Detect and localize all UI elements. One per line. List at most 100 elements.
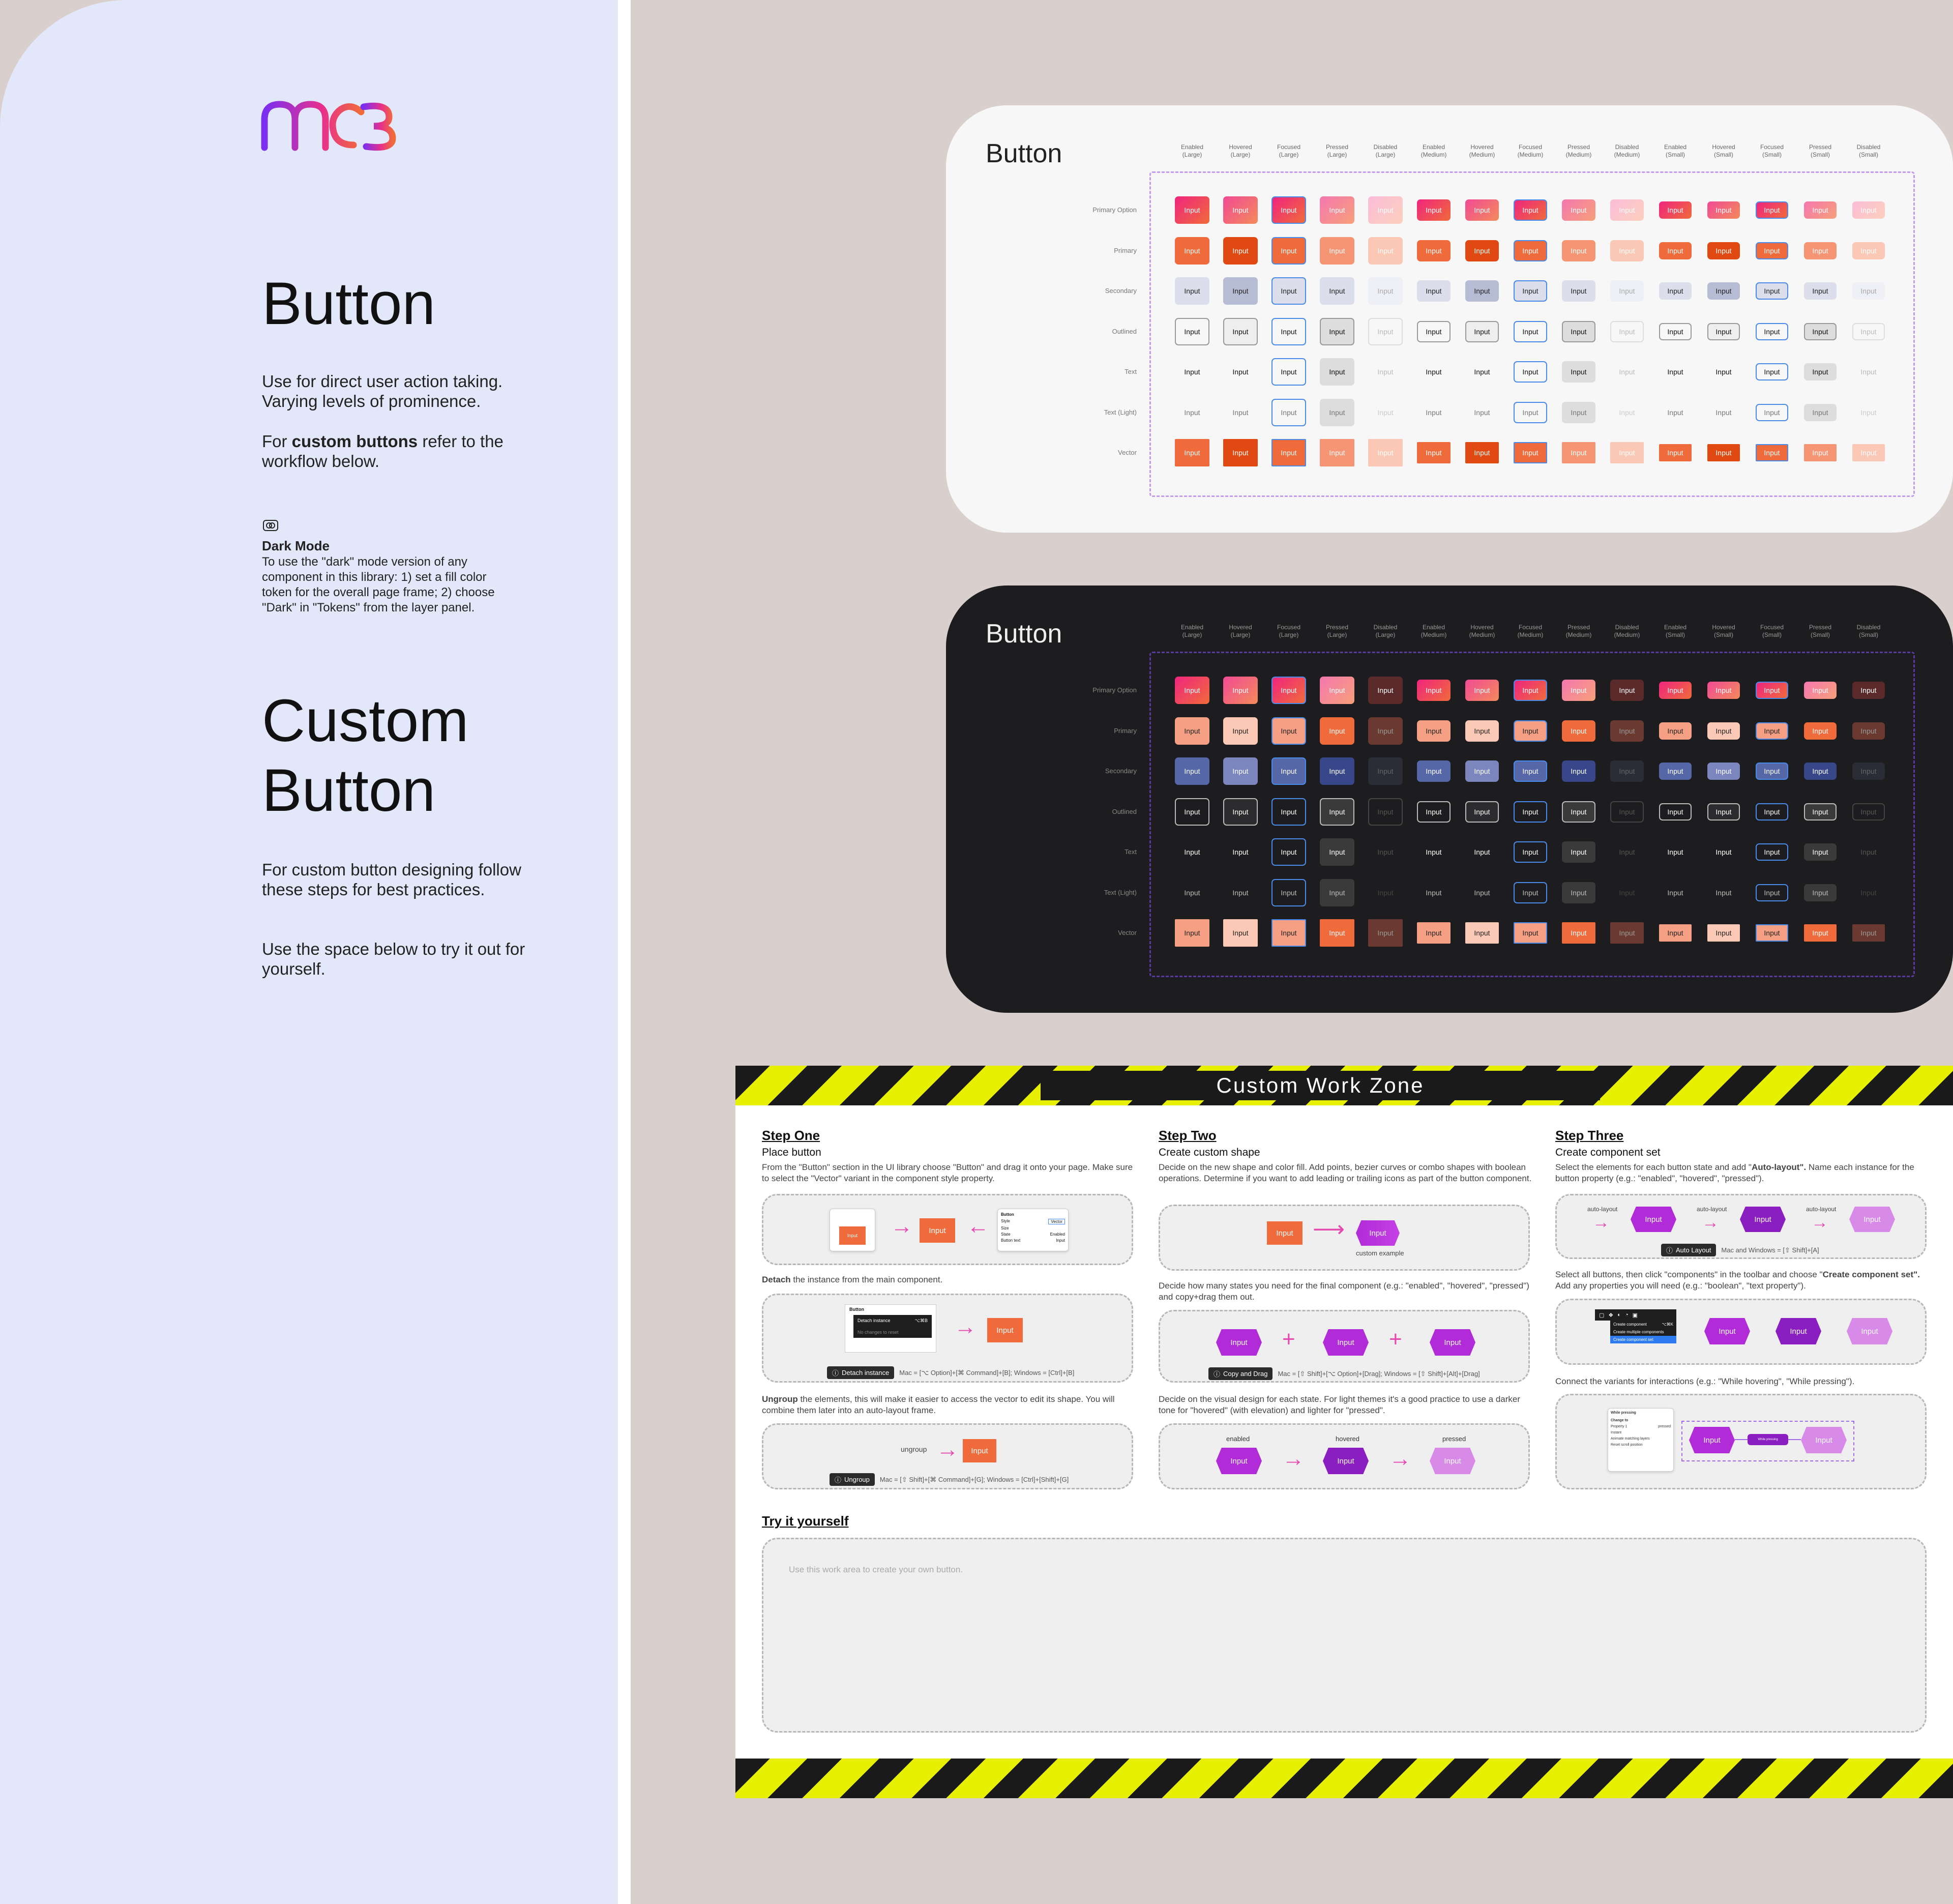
variant-button[interactable]: Input [1514,801,1547,823]
variant-button[interactable]: Input [1852,682,1885,699]
variant-button[interactable]: Input [1320,677,1354,704]
variant-button[interactable]: Input [1562,882,1595,903]
variant-button[interactable]: Input [1377,408,1394,417]
variant-button[interactable]: Input [1659,763,1692,780]
variant-button[interactable]: Input [1368,919,1403,947]
variant-button[interactable]: Input [1320,317,1354,345]
variant-button[interactable]: Input [1223,277,1258,305]
variant-button[interactable]: Input [1223,919,1258,947]
variant-button[interactable]: Input [1610,760,1644,782]
variant-button[interactable]: Input [1514,199,1547,221]
variant-button[interactable]: Input [1562,680,1595,701]
variant-button[interactable]: Input [1271,677,1306,704]
variant-button[interactable]: Input [1368,317,1403,345]
variant-button[interactable]: Input [1514,280,1547,302]
variant-button[interactable]: Input [1804,403,1837,421]
variant-button[interactable]: Input [1320,717,1354,745]
variant-button[interactable]: Input [1175,237,1209,265]
variant-button[interactable]: Input [1320,757,1354,785]
variant-button[interactable]: Input [1860,848,1877,856]
variant-button[interactable]: Input [1804,803,1837,821]
variant-button[interactable]: Input [1417,240,1451,261]
variant-button[interactable]: Input [1514,320,1547,342]
menu-create-component[interactable]: Create component ⌥⌘K [1613,1322,1673,1327]
variant-button[interactable]: Input [1223,717,1258,745]
variant-button[interactable]: Input [1667,408,1683,417]
variant-button[interactable]: Input [1320,358,1354,386]
variant-button[interactable]: Input [1804,722,1837,740]
variant-button[interactable]: Input [1320,919,1354,947]
variant-button[interactable]: Input [1474,368,1490,376]
variant-button[interactable]: Input [1804,763,1837,780]
variant-button[interactable]: Input [1659,242,1692,259]
variant-button[interactable]: Input [1271,919,1306,947]
variant-button[interactable]: Input [1184,368,1200,376]
components-icon[interactable]: ❖ [1608,1312,1614,1319]
variant-button[interactable]: Input [1514,442,1547,463]
variant-button[interactable]: Input [1804,444,1837,461]
variant-button[interactable]: Input [1756,722,1788,740]
variant-button[interactable]: Input [1715,848,1732,856]
variant-button[interactable]: Input [1860,408,1877,417]
variant-button[interactable]: Input [1514,760,1547,782]
variant-button[interactable]: Input [1271,398,1306,426]
variant-button[interactable]: Input [1619,368,1635,376]
variant-button[interactable]: Input [1756,242,1788,259]
variant-button[interactable]: Input [1514,401,1547,423]
variant-button[interactable]: Input [1175,277,1209,305]
variant-button[interactable]: Input [1756,282,1788,300]
variant-button[interactable]: Input [1271,439,1306,466]
variant-button[interactable]: Input [1619,408,1635,417]
variant-button[interactable]: Input [1610,922,1644,944]
variant-button[interactable]: Input [1756,843,1788,861]
variant-button[interactable]: Input [1175,317,1209,345]
variant-button[interactable]: Input [1474,888,1490,897]
variant-button[interactable]: Input [1852,924,1885,942]
crop-icon[interactable]: ▣ [1632,1312,1638,1319]
variant-button[interactable]: Input [1184,848,1200,856]
variant-button[interactable]: Input [1184,408,1200,417]
variant-button[interactable]: Input [1804,884,1837,901]
variant-button[interactable]: Input [1707,682,1740,699]
variant-button[interactable]: Input [1426,368,1442,376]
variant-button[interactable]: Input [1175,196,1209,224]
variant-button[interactable]: Input [1756,323,1788,340]
variant-button[interactable]: Input [1804,843,1837,861]
variant-button[interactable]: Input [1320,838,1354,866]
variant-button[interactable]: Input [1184,888,1200,897]
variant-button[interactable]: Input [1562,320,1595,342]
mask-icon[interactable]: ◐ [1617,1312,1621,1318]
variant-button[interactable]: Input [1756,363,1788,380]
try-work-area[interactable]: Use this work area to create your own bu… [762,1538,1927,1733]
variant-button[interactable]: Input [1465,199,1499,221]
variant-button[interactable]: Input [1271,878,1306,906]
variant-button[interactable]: Input [1852,323,1885,340]
variant-button[interactable]: Input [1756,924,1788,942]
variant-button[interactable]: Input [1465,280,1499,302]
variant-button[interactable]: Input [1619,848,1635,856]
variant-button[interactable]: Input [1667,368,1683,376]
variant-button[interactable]: Input [1368,798,1403,826]
variant-button[interactable]: Input [1175,439,1209,466]
variant-button[interactable]: Input [1562,199,1595,221]
variant-button[interactable]: Input [1465,320,1499,342]
variant-button[interactable]: Input [1659,803,1692,821]
variant-button[interactable]: Input [1707,763,1740,780]
variant-button[interactable]: Input [1465,922,1499,944]
variant-button[interactable]: Input [1860,888,1877,897]
frame-icon[interactable]: ▢ [1599,1312,1605,1319]
variant-button[interactable]: Input [1659,722,1692,740]
variant-button[interactable]: Input [1852,201,1885,219]
variant-button[interactable]: Input [1610,320,1644,342]
variant-button[interactable]: Input [1707,201,1740,219]
variant-button[interactable]: Input [1320,196,1354,224]
variant-button[interactable]: Input [1417,801,1451,823]
variant-button[interactable]: Input [1804,363,1837,380]
variant-button[interactable]: Input [1707,242,1740,259]
variant-button[interactable]: Input [1804,323,1837,340]
variant-button[interactable]: Input [1852,803,1885,821]
variant-button[interactable]: Input [1562,361,1595,383]
variant-button[interactable]: Input [1417,442,1451,463]
variant-button[interactable]: Input [1426,848,1442,856]
variant-button[interactable]: Input [1223,677,1258,704]
